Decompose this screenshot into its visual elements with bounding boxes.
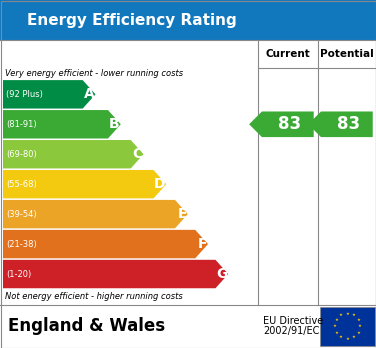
Text: (55-68): (55-68) — [6, 180, 37, 189]
Text: England & Wales: England & Wales — [8, 317, 165, 335]
Text: F: F — [197, 237, 207, 251]
Text: (39-54): (39-54) — [6, 209, 36, 219]
Polygon shape — [3, 110, 121, 139]
Text: Potential: Potential — [320, 49, 374, 59]
Text: ★: ★ — [358, 324, 362, 328]
Text: B: B — [109, 117, 120, 131]
Text: 2002/91/EC: 2002/91/EC — [263, 326, 319, 336]
Text: 83: 83 — [337, 115, 360, 133]
Text: (81-91): (81-91) — [6, 120, 36, 129]
Text: Not energy efficient - higher running costs: Not energy efficient - higher running co… — [5, 292, 183, 301]
Text: ★: ★ — [346, 311, 349, 316]
Text: ★: ★ — [352, 313, 356, 317]
Text: ★: ★ — [356, 318, 360, 322]
Polygon shape — [308, 111, 373, 137]
Text: Very energy efficient - lower running costs: Very energy efficient - lower running co… — [5, 69, 183, 78]
Text: Current: Current — [265, 49, 310, 59]
Text: A: A — [84, 87, 94, 101]
Text: ★: ★ — [333, 324, 337, 328]
Text: 83: 83 — [277, 115, 301, 133]
Text: (21-38): (21-38) — [6, 239, 37, 248]
Text: C: C — [132, 147, 143, 161]
Text: ★: ★ — [335, 331, 338, 334]
Polygon shape — [3, 140, 144, 168]
Polygon shape — [3, 200, 188, 228]
Text: (92 Plus): (92 Plus) — [6, 90, 43, 99]
Polygon shape — [3, 170, 166, 198]
Bar — [320, 307, 375, 346]
Text: ★: ★ — [339, 313, 343, 317]
Text: Energy Efficiency Rating: Energy Efficiency Rating — [27, 13, 237, 27]
Text: ★: ★ — [339, 335, 343, 339]
Text: EU Directive: EU Directive — [263, 316, 323, 326]
Text: E: E — [177, 207, 187, 221]
Text: (69-80): (69-80) — [6, 150, 37, 159]
Text: (1-20): (1-20) — [6, 269, 31, 278]
Polygon shape — [3, 80, 96, 109]
Text: D: D — [154, 177, 165, 191]
Polygon shape — [3, 230, 208, 258]
Text: ★: ★ — [335, 318, 338, 322]
Polygon shape — [249, 111, 314, 137]
Polygon shape — [3, 260, 228, 288]
Text: G: G — [216, 267, 227, 281]
Bar — [0, 0, 376, 40]
Text: ★: ★ — [346, 337, 349, 341]
Text: ★: ★ — [352, 335, 356, 339]
Text: ★: ★ — [356, 331, 360, 334]
